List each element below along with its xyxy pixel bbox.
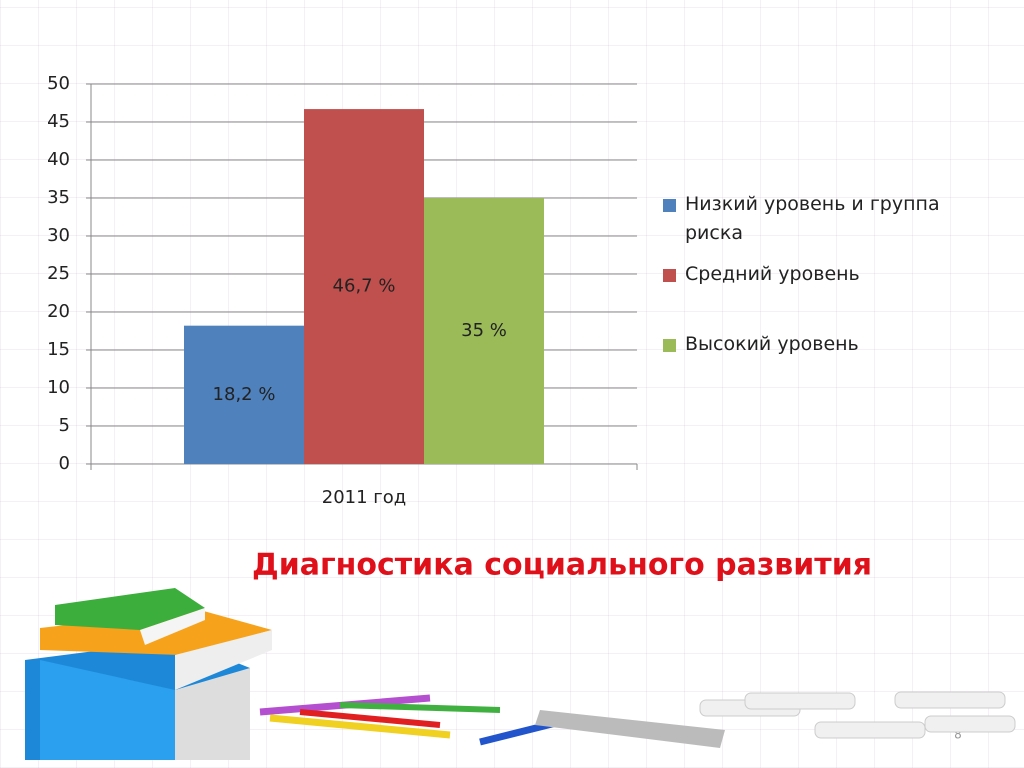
legend-swatch xyxy=(663,339,676,352)
y-tick-label: 40 xyxy=(47,149,70,170)
bar xyxy=(184,325,304,464)
y-tick-label: 10 xyxy=(47,377,70,398)
y-tick-label: 25 xyxy=(47,263,70,284)
legend-label: Низкий уровень и группа риска xyxy=(685,193,940,244)
bar xyxy=(304,109,424,464)
x-tick-label: 2011 год xyxy=(322,487,406,508)
data-label: 35 % xyxy=(461,320,507,341)
legend-swatch xyxy=(663,269,676,282)
y-tick-label: 20 xyxy=(47,301,70,322)
data-label: 46,7 % xyxy=(333,276,396,297)
y-tick-label: 15 xyxy=(47,339,70,360)
data-label: 18,2 % xyxy=(213,384,276,405)
y-tick-label: 45 xyxy=(47,111,70,132)
legend-item: Низкий уровень и группа риска xyxy=(663,190,973,260)
chart-title: Диагностика социального развития xyxy=(252,548,872,583)
legend-item: Средний уровень xyxy=(663,260,973,330)
legend-label: Средний уровень xyxy=(685,263,860,285)
y-tick-label: 50 xyxy=(47,73,70,94)
y-tick-label: 30 xyxy=(47,225,70,246)
decoration xyxy=(25,588,1016,760)
y-tick-label: 35 xyxy=(47,187,70,208)
y-tick-label: 5 xyxy=(59,415,70,436)
legend-label: Высокий уровень xyxy=(685,333,859,355)
legend-item: Высокий уровень xyxy=(663,330,973,400)
slide-number: 8 xyxy=(954,728,962,742)
legend: Низкий уровень и группа риска Средний уро… xyxy=(663,190,973,400)
y-tick-label: 0 xyxy=(59,453,70,474)
bar xyxy=(424,198,544,464)
legend-swatch xyxy=(663,199,676,212)
